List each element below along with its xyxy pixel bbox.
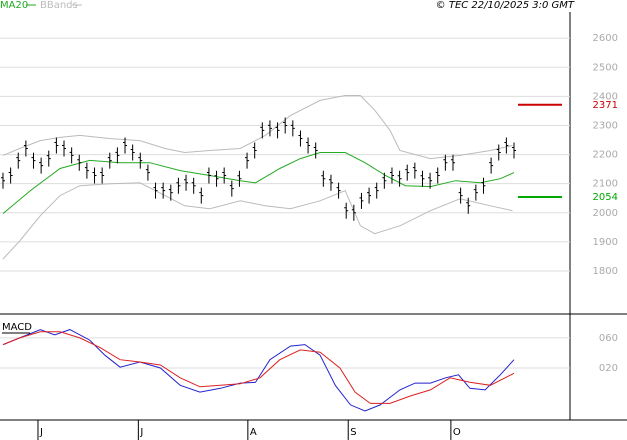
price-bar bbox=[138, 152, 143, 169]
price-bar bbox=[336, 182, 341, 199]
price-bar bbox=[458, 187, 463, 204]
price-bar bbox=[39, 157, 44, 174]
price-bar bbox=[191, 177, 196, 194]
x-tick-label: A bbox=[250, 427, 257, 438]
y-tick-label: 2200 bbox=[593, 150, 618, 161]
price-bar bbox=[420, 170, 425, 187]
price-bar bbox=[31, 152, 36, 169]
y-tick-label: 1900 bbox=[593, 237, 618, 248]
price-bar bbox=[267, 120, 272, 137]
price-bar bbox=[382, 172, 387, 189]
price-bar bbox=[107, 152, 112, 169]
y-tick-label: 2300 bbox=[593, 120, 618, 131]
price-bar bbox=[92, 167, 97, 184]
price-bar bbox=[374, 182, 379, 199]
copyright: © TEC 22/10/2025 3:0 GMT bbox=[436, 0, 575, 11]
ma20-line bbox=[2, 152, 515, 214]
price-bar bbox=[161, 182, 166, 199]
price-bar bbox=[62, 140, 67, 157]
price-bar bbox=[328, 174, 333, 191]
price-bar bbox=[504, 137, 509, 154]
x-tick-label: O bbox=[453, 427, 461, 438]
y-tick-label: 2400 bbox=[593, 91, 618, 102]
price-bar bbox=[512, 142, 516, 159]
price-bar bbox=[184, 174, 189, 191]
price-bar bbox=[1, 172, 5, 189]
price-bar bbox=[450, 154, 455, 171]
price-bar bbox=[245, 152, 250, 169]
price-bar bbox=[496, 144, 501, 161]
y-tick-label: 1800 bbox=[593, 266, 618, 277]
macd-line bbox=[2, 331, 515, 404]
price-bar bbox=[466, 197, 471, 214]
y-tick-label: 2600 bbox=[593, 33, 618, 44]
price-bar bbox=[481, 177, 486, 194]
price-bar bbox=[344, 202, 349, 219]
price-bar bbox=[8, 167, 13, 184]
price-bar bbox=[199, 187, 204, 204]
y-tick-label: 020 bbox=[599, 363, 618, 374]
price-bar bbox=[443, 154, 448, 171]
x-tick-label: J bbox=[139, 427, 143, 438]
price-bar bbox=[405, 164, 410, 181]
level-label: 2054 bbox=[593, 192, 618, 203]
price-bar bbox=[428, 172, 433, 189]
price-bar bbox=[46, 150, 51, 167]
price-bar bbox=[389, 167, 394, 184]
macd-line bbox=[2, 329, 515, 412]
price-bar bbox=[275, 122, 280, 139]
price-bar bbox=[77, 154, 82, 171]
price-bar bbox=[229, 180, 234, 197]
price-bar bbox=[321, 170, 326, 187]
price-bar bbox=[290, 120, 295, 137]
price-bar bbox=[23, 140, 28, 157]
price-bar bbox=[115, 147, 120, 164]
level-label: 2371 bbox=[593, 100, 618, 111]
price-bar bbox=[298, 130, 303, 147]
price-bar bbox=[473, 184, 478, 201]
price-bar bbox=[359, 192, 364, 209]
price-bar bbox=[351, 204, 356, 221]
x-tick-label: J bbox=[39, 427, 43, 438]
price-bar bbox=[237, 170, 242, 187]
bband-upper bbox=[2, 95, 513, 160]
price-bar bbox=[69, 147, 74, 164]
price-bar bbox=[145, 164, 150, 181]
y-tick-label: 2500 bbox=[593, 62, 618, 73]
price-bar bbox=[130, 144, 135, 161]
y-tick-label: 2100 bbox=[593, 179, 618, 190]
x-tick-label: S bbox=[350, 427, 356, 438]
price-bar bbox=[313, 142, 318, 159]
price-bar bbox=[367, 187, 372, 204]
price-bar bbox=[222, 167, 227, 184]
price-bar bbox=[252, 142, 257, 159]
price-bar bbox=[153, 182, 158, 199]
price-bar bbox=[412, 162, 417, 179]
price-bar bbox=[206, 167, 211, 184]
y-tick-label: 2000 bbox=[593, 208, 618, 219]
bband-lower bbox=[2, 182, 513, 260]
price-bar bbox=[306, 137, 311, 154]
price-bar bbox=[214, 170, 219, 187]
price-bar bbox=[283, 117, 288, 134]
price-bar bbox=[435, 167, 440, 184]
price-bar bbox=[489, 157, 494, 174]
price-bar bbox=[84, 162, 89, 179]
y-tick-label: 060 bbox=[599, 333, 618, 344]
price-bar bbox=[100, 167, 105, 184]
price-bar bbox=[168, 184, 173, 201]
legend-ma20: MA20 bbox=[0, 0, 28, 11]
legend-bbands: BBands bbox=[40, 0, 78, 11]
price-bar bbox=[54, 137, 59, 154]
price-bar bbox=[123, 137, 128, 154]
price-bar bbox=[397, 170, 402, 187]
price-bar bbox=[176, 177, 181, 194]
price-bar bbox=[16, 152, 21, 169]
macd-title: MACD bbox=[2, 322, 32, 333]
price-bar bbox=[260, 122, 265, 139]
